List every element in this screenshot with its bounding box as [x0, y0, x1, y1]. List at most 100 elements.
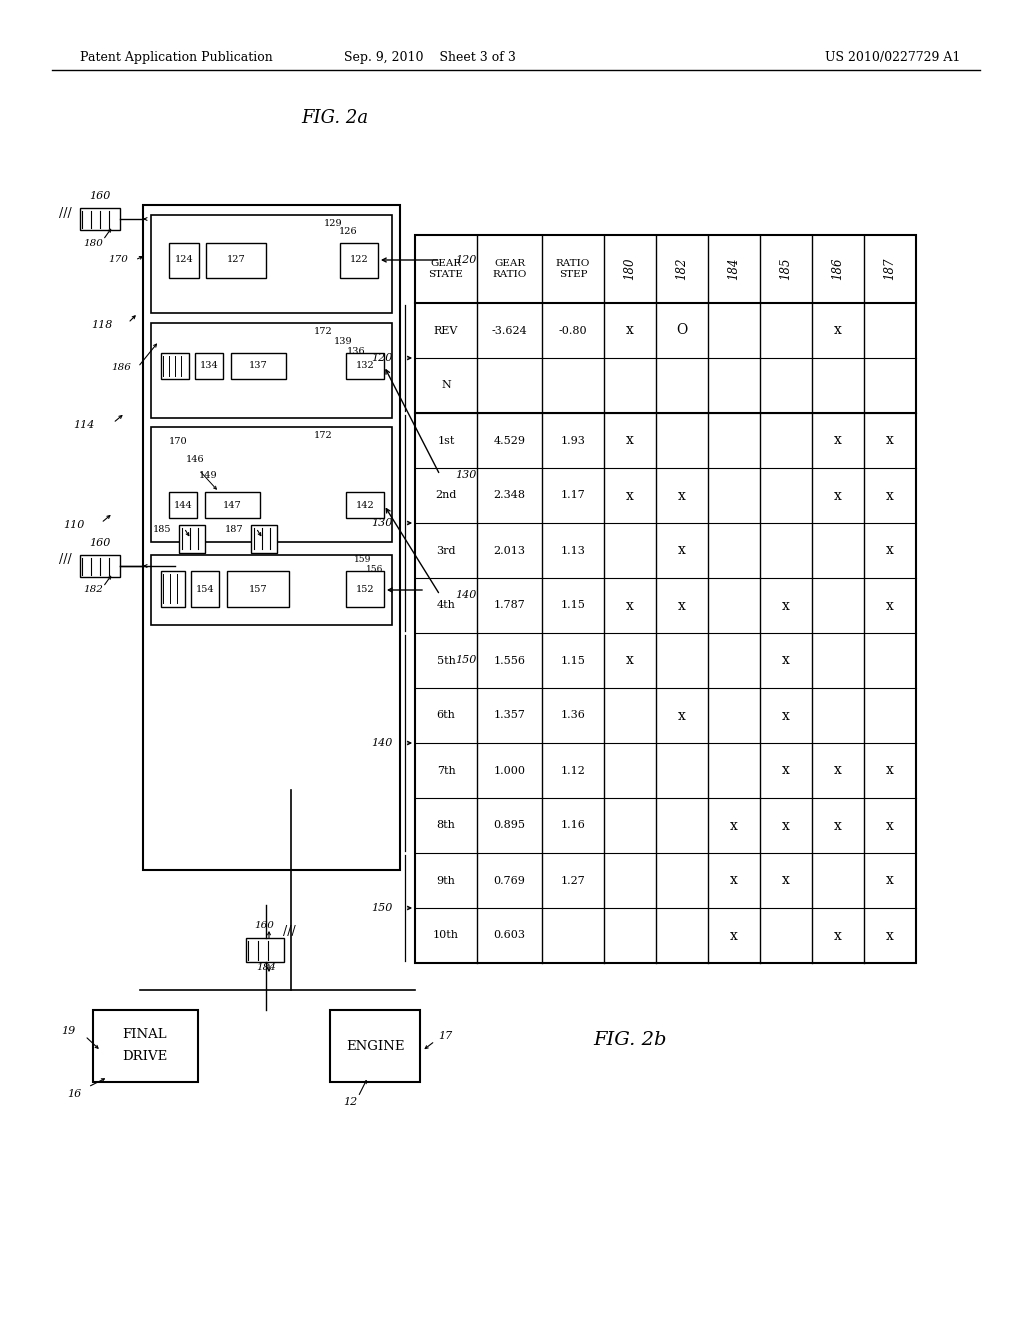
- Text: 1.12: 1.12: [560, 766, 586, 776]
- Text: x: x: [678, 598, 686, 612]
- Text: 0.895: 0.895: [494, 821, 525, 830]
- Text: 142: 142: [355, 500, 375, 510]
- Text: 118: 118: [91, 319, 113, 330]
- Text: 152: 152: [355, 585, 375, 594]
- Text: 1.787: 1.787: [494, 601, 525, 610]
- Text: 7th: 7th: [436, 766, 456, 776]
- Text: 2nd: 2nd: [435, 491, 457, 500]
- Text: 160: 160: [89, 191, 111, 201]
- Text: 172: 172: [314, 430, 333, 440]
- Bar: [169, 492, 197, 517]
- Text: -3.624: -3.624: [492, 326, 527, 335]
- Text: x: x: [886, 763, 894, 777]
- Text: FINAL: FINAL: [123, 1027, 167, 1040]
- Text: US 2010/0227729 A1: US 2010/0227729 A1: [824, 51, 961, 65]
- Text: 1st: 1st: [437, 436, 455, 446]
- Text: x: x: [835, 763, 842, 777]
- Bar: [205, 492, 260, 517]
- Text: x: x: [835, 433, 842, 447]
- Text: x: x: [886, 488, 894, 503]
- Text: 1.357: 1.357: [494, 710, 525, 721]
- Text: x: x: [626, 598, 634, 612]
- Text: 185: 185: [153, 525, 171, 535]
- Text: 122: 122: [349, 256, 369, 264]
- Text: REV: REV: [434, 326, 458, 335]
- Text: N: N: [441, 380, 451, 391]
- Text: 8th: 8th: [436, 821, 456, 830]
- Text: 149: 149: [199, 470, 218, 479]
- Bar: [80, 554, 120, 577]
- Bar: [251, 525, 278, 553]
- Bar: [340, 243, 378, 279]
- Text: 132: 132: [355, 362, 375, 371]
- Text: 187: 187: [224, 525, 243, 535]
- Text: x: x: [782, 653, 790, 668]
- Text: 186: 186: [112, 363, 131, 371]
- Text: FIG. 2a: FIG. 2a: [301, 110, 369, 127]
- Text: 137: 137: [249, 362, 267, 371]
- Text: 139: 139: [334, 337, 352, 346]
- Bar: [231, 352, 286, 379]
- Text: x: x: [835, 488, 842, 503]
- Text: 2.348: 2.348: [494, 491, 525, 500]
- Text: 184: 184: [727, 257, 740, 280]
- Bar: [346, 492, 384, 517]
- Bar: [179, 525, 205, 553]
- Bar: [80, 209, 120, 230]
- Bar: [195, 352, 223, 379]
- Text: 1.15: 1.15: [560, 601, 586, 610]
- Text: x: x: [626, 653, 634, 668]
- Text: x: x: [886, 818, 894, 833]
- Text: ///: ///: [58, 553, 72, 566]
- Text: 4.529: 4.529: [494, 436, 525, 446]
- Text: x: x: [782, 818, 790, 833]
- Text: 9th: 9th: [436, 875, 456, 886]
- Text: 154: 154: [196, 585, 214, 594]
- Text: Sep. 9, 2010    Sheet 3 of 3: Sep. 9, 2010 Sheet 3 of 3: [344, 51, 516, 65]
- Text: 136: 136: [347, 346, 366, 355]
- Text: 150: 150: [372, 903, 393, 913]
- Bar: [169, 243, 199, 279]
- Text: x: x: [626, 323, 634, 338]
- Text: 120: 120: [455, 255, 476, 265]
- Text: 160: 160: [254, 920, 273, 929]
- Text: 1.17: 1.17: [560, 491, 586, 500]
- Text: x: x: [886, 874, 894, 887]
- Text: 147: 147: [222, 500, 242, 510]
- Text: 134: 134: [200, 362, 218, 371]
- Bar: [415, 235, 916, 964]
- Text: 127: 127: [226, 256, 246, 264]
- Bar: [151, 323, 392, 418]
- Text: 1.15: 1.15: [560, 656, 586, 665]
- Text: 170: 170: [169, 437, 187, 446]
- Text: 1.556: 1.556: [494, 656, 525, 665]
- Text: -0.80: -0.80: [559, 326, 588, 335]
- Text: 5th: 5th: [436, 656, 456, 665]
- Text: x: x: [782, 598, 790, 612]
- Text: 130: 130: [372, 517, 393, 528]
- Bar: [151, 215, 392, 313]
- Bar: [346, 572, 384, 607]
- Text: 186: 186: [831, 257, 845, 280]
- Text: 4th: 4th: [436, 601, 456, 610]
- Text: ENGINE: ENGINE: [346, 1040, 404, 1052]
- Text: 1.36: 1.36: [560, 710, 586, 721]
- Text: FIG. 2b: FIG. 2b: [593, 1031, 667, 1049]
- Text: x: x: [835, 323, 842, 338]
- Text: x: x: [835, 818, 842, 833]
- Text: 130: 130: [455, 470, 476, 480]
- Text: 124: 124: [175, 256, 194, 264]
- Text: GEAR
STATE: GEAR STATE: [429, 259, 464, 279]
- Text: 129: 129: [324, 219, 343, 227]
- Text: 126: 126: [339, 227, 357, 236]
- Bar: [161, 352, 189, 379]
- Text: x: x: [730, 928, 738, 942]
- Bar: [161, 572, 185, 607]
- Text: Patent Application Publication: Patent Application Publication: [80, 51, 272, 65]
- Text: 185: 185: [779, 257, 793, 280]
- Bar: [143, 205, 400, 870]
- Bar: [346, 352, 384, 379]
- Text: 180: 180: [83, 239, 102, 248]
- Text: x: x: [626, 433, 634, 447]
- Text: 160: 160: [89, 539, 111, 548]
